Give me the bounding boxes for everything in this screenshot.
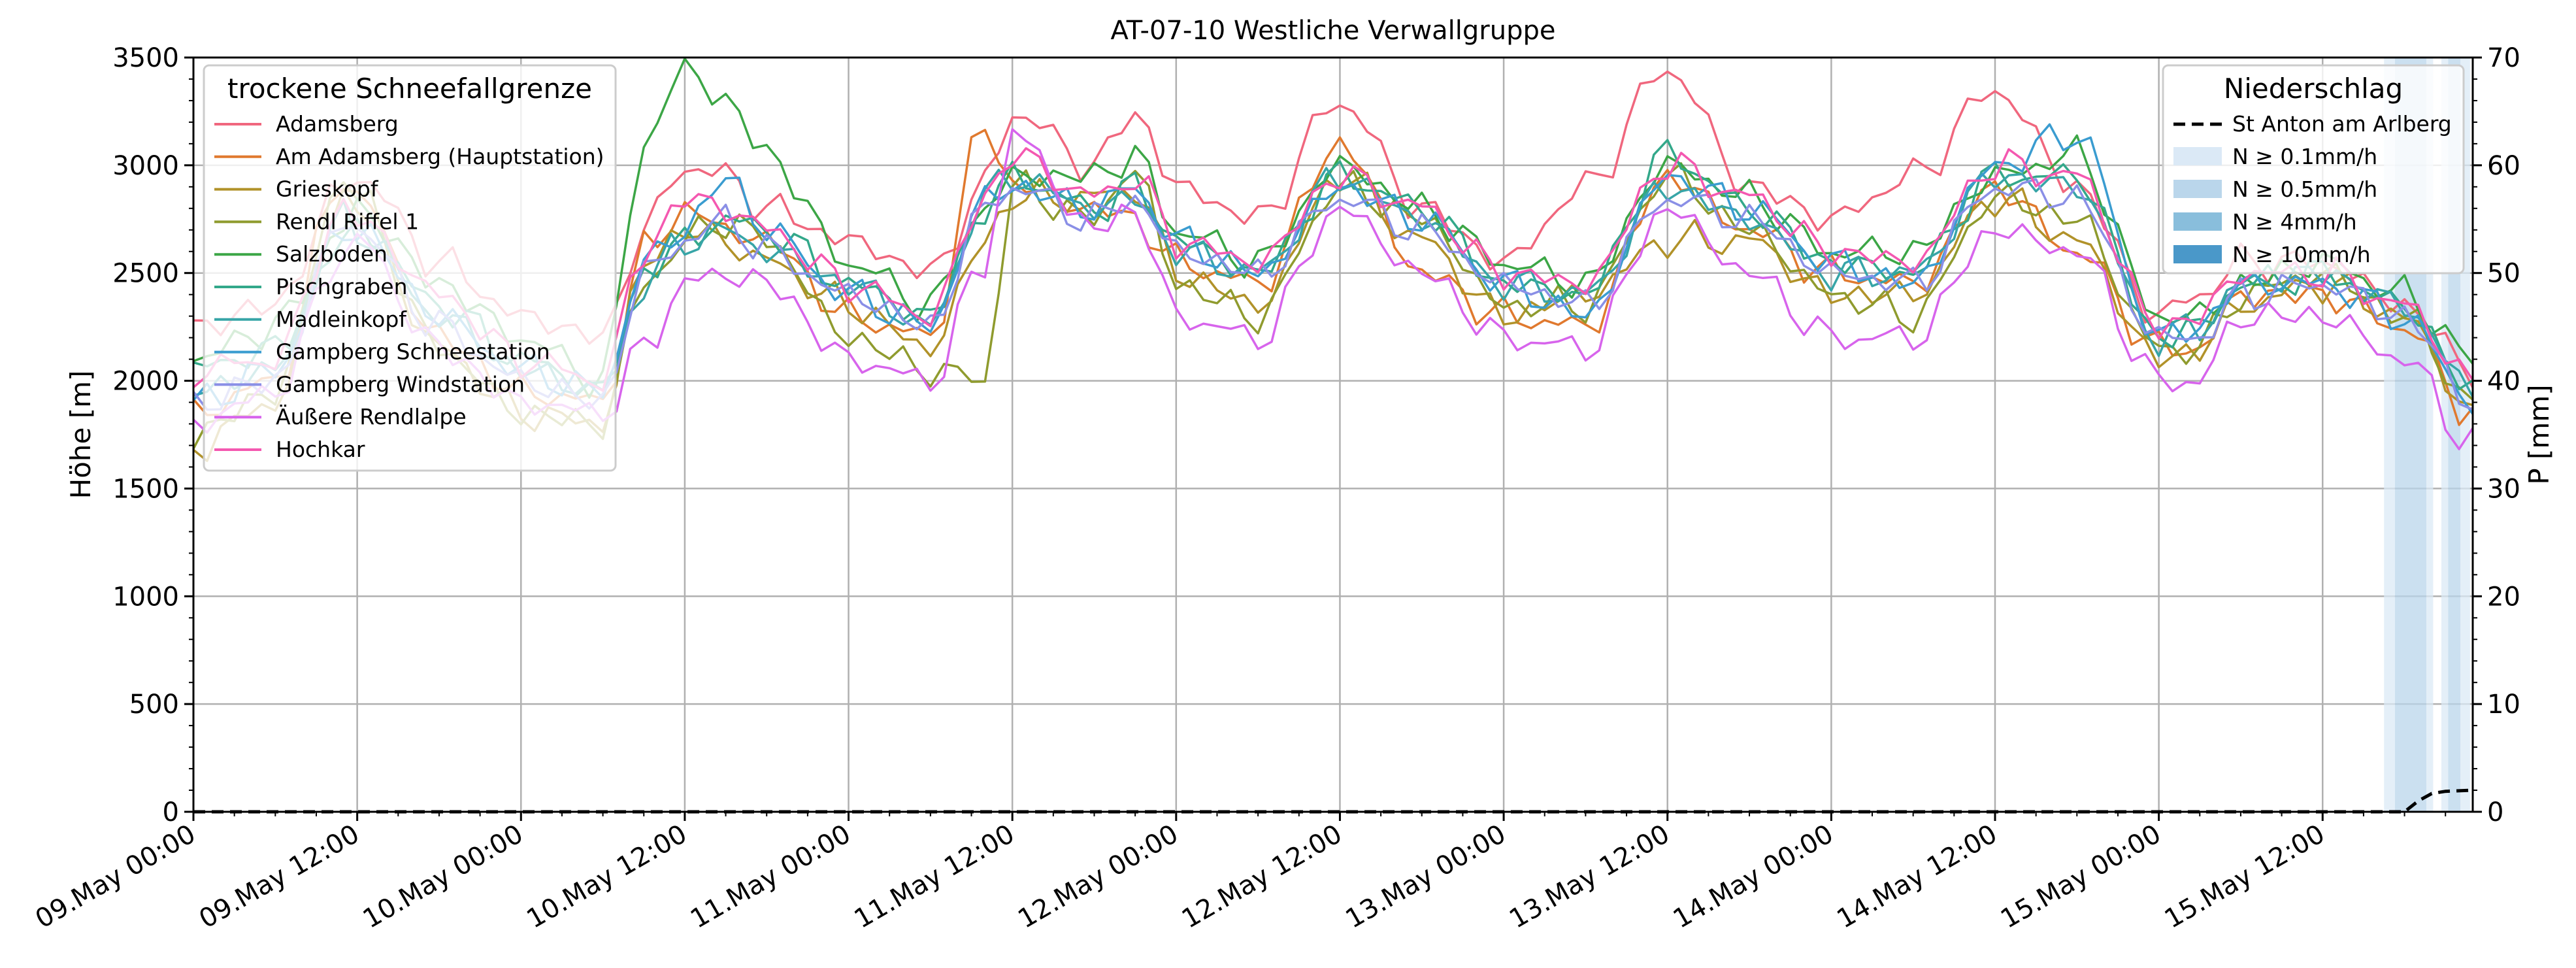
y-tick-label: 3500 [112, 43, 179, 73]
legend-swatch-patch [2173, 147, 2222, 165]
legend-swatch-patch [2173, 245, 2222, 263]
precip-series-line [193, 788, 2473, 814]
legend-right-items: St Anton am Arlberg N ≥ 0.1mm/h N ≥ 0.5mm/… [2173, 111, 2452, 267]
y-axis-title: Höhe [m] [65, 371, 97, 499]
precip-band [2426, 58, 2434, 812]
chart-title: AT-07-10 Westliche Verwallgruppe [1111, 16, 1556, 46]
y-tick-label: 0 [163, 797, 179, 827]
legend-label: Pischgraben [276, 274, 408, 299]
legend-swatch-patch [2173, 180, 2222, 198]
legend-label: Rendl Riffel 1 [276, 209, 419, 234]
legend-label: Gampberg Windstation [276, 371, 525, 397]
legend-label: Madleinkopf [276, 307, 407, 332]
legend-label: Gampberg Schneestation [276, 339, 550, 365]
y-tick-label: 500 [129, 690, 179, 720]
y-tick-label: 1000 [112, 582, 179, 612]
legend-label: Hochkar [276, 437, 365, 462]
y-tick-label: 2000 [112, 367, 179, 397]
legend-right-frame [2162, 64, 2465, 275]
grid [193, 58, 2473, 812]
legend-left-title: trockene Schneefallgrenze [227, 73, 592, 105]
y2-tick-label: 30 [2487, 474, 2520, 504]
y-tick-label: 3000 [112, 151, 179, 181]
legend-label: N ≥ 10mm/h [2232, 242, 2371, 267]
legend-label: N ≥ 0.1mm/h [2232, 144, 2377, 169]
legend-left-items: Adamsberg Am Adamsberg (Hauptstation) Grie… [214, 111, 604, 462]
y2-tick-label: 50 [2487, 259, 2520, 289]
plot-frame [192, 56, 2474, 813]
y-tick-label: 1500 [112, 474, 179, 504]
legend-right-title: Niederschlag [2224, 73, 2403, 105]
y2-tick-label: 0 [2487, 797, 2503, 827]
y2-tick-label: 20 [2487, 582, 2520, 612]
legend-label: Äußere Rendlalpe [276, 404, 467, 429]
legend-swatch-patch [2173, 212, 2222, 231]
legend-label: St Anton am Arlberg [2232, 111, 2452, 137]
y2-tick-label: 70 [2487, 43, 2520, 73]
y2-axis-title: P [mm] [2523, 384, 2555, 484]
precip-line [193, 788, 2473, 814]
y-tick-label: 2500 [112, 259, 179, 289]
legend-left-frame [203, 64, 617, 472]
y2-tick-label: 60 [2487, 151, 2520, 181]
legend-label: Adamsberg [276, 111, 399, 137]
legend-label: Am Adamsberg (Hauptstation) [276, 144, 604, 169]
y-axis-left: 0 500 1000 1500 2000 2500 3000 3500 [112, 43, 193, 827]
legend-label: N ≥ 4mm/h [2232, 209, 2357, 235]
legend-label: Salzboden [276, 241, 388, 267]
y2-tick-label: 40 [2487, 367, 2520, 397]
legend-label: N ≥ 0.5mm/h [2232, 176, 2377, 202]
legend-left: trockene Schneefallgrenze Adamsberg Am Ad… [203, 64, 617, 472]
y-axis-right: 0 10 20 30 40 50 60 70 [2473, 43, 2520, 827]
legend-label: Grieskopf [276, 176, 379, 202]
precip-band [2441, 58, 2449, 812]
legend-right: Niederschlag St Anton am Arlberg N ≥ 0.1m… [2162, 64, 2465, 275]
y2-tick-label: 10 [2487, 690, 2520, 720]
